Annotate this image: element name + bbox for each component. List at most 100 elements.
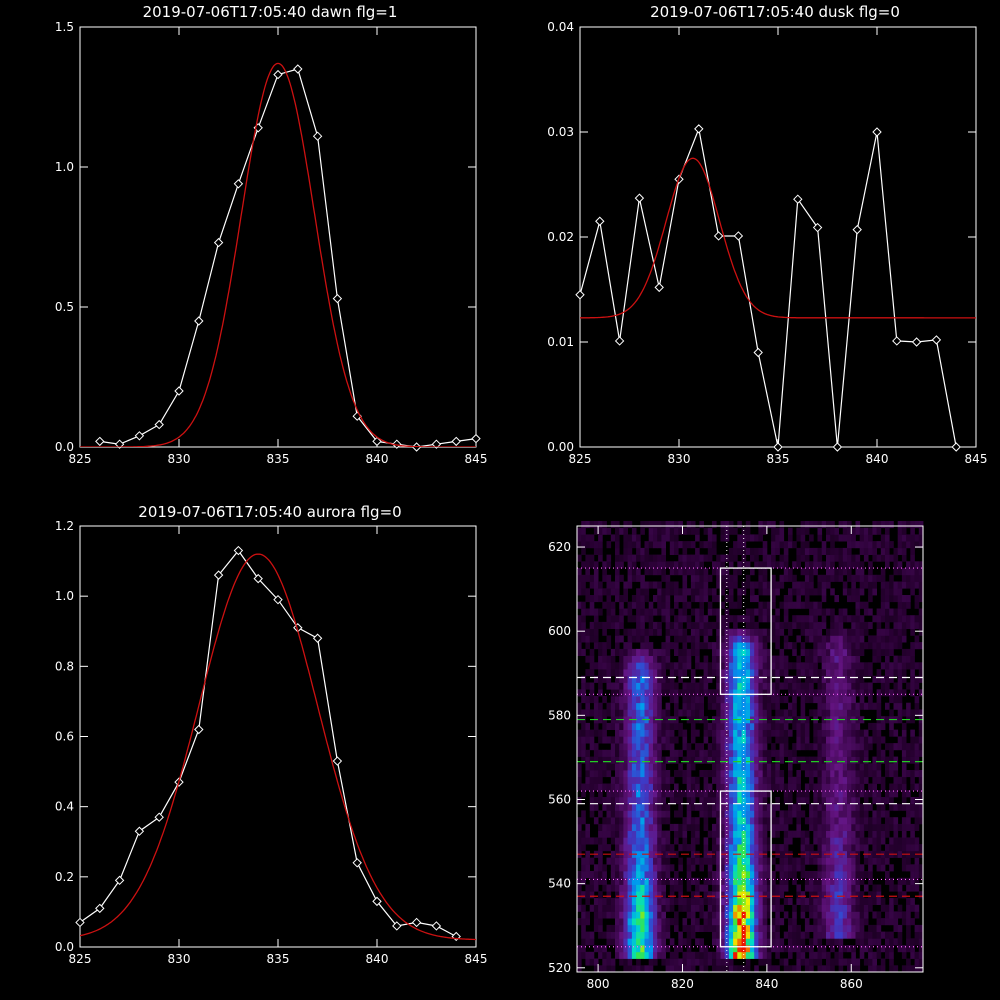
heatmap-cell [863,547,869,555]
heatmap-cell [792,931,797,939]
heatmap-cell [876,945,882,953]
heatmap-cell [775,797,780,805]
heatmap-cell [716,608,721,616]
data-point [134,826,145,836]
heatmap-cell [665,958,671,966]
heatmap-cell [665,743,671,751]
heatmap-cell [745,770,751,778]
heatmap-cell [619,749,624,757]
heatmap-cell [901,797,907,805]
heatmap-cell [653,810,658,818]
heatmap-cell [653,689,658,697]
data-point [575,290,585,300]
heatmap-cell [796,601,801,609]
heatmap-cell [750,655,755,663]
heatmap-cell [707,951,713,959]
heatmap-cell [669,621,675,629]
y-tick-label: 0.03 [547,125,574,139]
heatmap-cell [661,561,666,569]
heatmap-cell [792,662,797,670]
heatmap-cell [901,547,907,555]
heatmap-cell [813,877,818,885]
heatmap-cell [712,608,717,616]
heatmap-cell [901,830,907,838]
heatmap-cell [712,877,717,885]
heatmap-cell [914,911,920,919]
heatmap-cell [885,918,890,926]
heatmap-cell [851,958,856,966]
heatmap-cell [880,918,886,926]
heatmap-cell [686,648,692,656]
heatmap-cell [615,669,620,677]
heatmap-cell [640,588,645,596]
heatmap-cell [847,891,852,899]
heatmap-cell [762,669,768,677]
heatmap-cell [712,588,717,596]
heatmap-cell [847,776,852,784]
heatmap-cell [636,541,641,549]
heatmap-cell [771,965,776,973]
y-tick-label: 0.8 [55,659,74,673]
heatmap-cell [863,702,869,710]
heatmap-cell [606,857,612,865]
heatmap-cell [783,743,789,751]
heatmap-cell [914,844,920,852]
heatmap-cell [733,830,738,838]
heatmap-cell [593,662,599,670]
heatmap-cell [631,797,637,805]
heatmap-cell [678,897,683,905]
heatmap-cell [872,850,877,858]
heatmap-cell [728,830,734,838]
heatmap-cell [830,729,835,737]
heatmap-cell [623,884,628,892]
heatmap-cell [707,689,713,697]
heatmap-cell [648,541,654,549]
heatmap-cell [834,716,839,724]
heatmap-cell [615,830,620,838]
heatmap-cell [880,857,886,865]
heatmap-cell [669,722,675,730]
heatmap-cell [695,635,700,643]
heatmap-cell [788,965,793,973]
heatmap-cell [851,581,856,589]
heatmap-cell [834,891,839,899]
heatmap-cell [901,568,907,576]
heatmap-cell [602,884,607,892]
heatmap-cell [606,891,612,899]
heatmap-cell [598,877,603,885]
heatmap-cell [636,830,641,838]
heatmap-cell [631,837,637,845]
heatmap-cell [627,743,633,751]
heatmap-cell [817,561,823,569]
heatmap-cell [720,945,726,953]
heatmap-cell [707,601,713,609]
heatmap-cell [733,965,738,973]
heatmap-cell [716,776,721,784]
heatmap-cell [610,850,616,858]
heatmap-cell [661,951,666,959]
heatmap-cell [627,864,633,872]
heatmap-cell [804,554,810,562]
heatmap-cell [897,662,903,670]
heatmap-cell [880,756,886,764]
heatmap-cell [661,534,666,542]
heatmap-cell [690,756,696,764]
heatmap-cell [754,837,759,845]
heatmap-cell [821,911,827,919]
heatmap-cell [750,662,755,670]
heatmap-cell [598,965,603,973]
heatmap-cell [842,729,848,737]
heatmap-cell [674,561,679,569]
heatmap-cell [678,621,683,629]
heatmap-cell [581,547,586,555]
heatmap-cell [585,770,590,778]
heatmap-cell [657,521,662,529]
heatmap-cell [653,709,658,717]
heatmap-cell [623,628,628,636]
heatmap-cell [788,702,793,710]
heatmap-cell [779,770,785,778]
heatmap-cell [906,662,911,670]
heatmap-cell [716,682,721,690]
heatmap-cell [855,574,861,582]
heatmap-cell [838,621,844,629]
